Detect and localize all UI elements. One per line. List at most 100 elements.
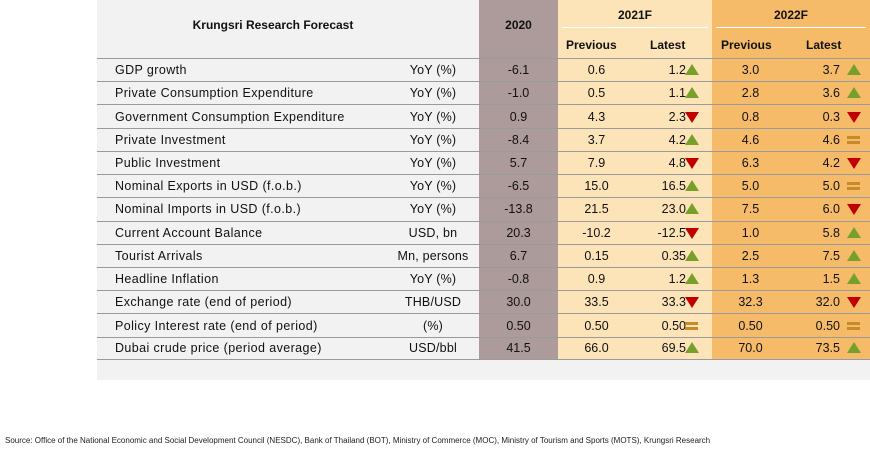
value-2021-previous: 0.15 (558, 244, 635, 267)
value-2022-latest: 0.50 (789, 314, 870, 337)
row-label: Exchange rate (end of period) (97, 291, 387, 314)
table-row: Public Investment YoY (%) 5.7 7.9 4.8 6.3 4.2 (97, 150, 870, 175)
value-2021-latest: 16.5 (635, 175, 712, 198)
column-header-2021f: 2021F Previous Latest (558, 0, 712, 58)
value-2022-previous: 0.8 (712, 105, 789, 128)
subheader-2021-latest: Latest (650, 38, 686, 52)
value-2022-previous: 2.5 (712, 244, 789, 267)
up-arrow-icon (847, 342, 861, 354)
header-divider (716, 27, 866, 28)
row-unit: THB/USD (387, 291, 479, 314)
value-2022-previous: 6.3 (712, 151, 789, 175)
table-row: Nominal Exports in USD (f.o.b.) YoY (%) -6… (97, 174, 870, 198)
value-2021-latest: 2.3 (635, 105, 712, 128)
value-2021-previous: 0.5 (558, 82, 635, 105)
row-label: Policy Interest rate (end of period) (97, 314, 387, 337)
value-2021-previous: 4.3 (558, 105, 635, 128)
table-row: Government Consumption Expenditure YoY (%… (97, 104, 870, 128)
value-2021-previous: 7.9 (558, 151, 635, 175)
up-arrow-icon (685, 180, 699, 192)
value-2021-latest: 4.8 (635, 151, 712, 175)
subheader-2022-latest: Latest (806, 38, 842, 52)
down-arrow-icon (847, 111, 861, 123)
down-arrow-icon (847, 157, 861, 169)
equal-icon (847, 134, 861, 146)
year-label-2021f: 2021F (617, 8, 653, 22)
row-unit: USD/bbl (387, 337, 479, 359)
value-2022-previous: 5.0 (712, 175, 789, 198)
row-label: Headline Inflation (97, 267, 387, 291)
up-arrow-icon (685, 87, 699, 99)
column-header-2020: 2020 (479, 0, 558, 58)
equal-icon (685, 320, 699, 332)
table-row: Private Consumption Expenditure YoY (%) -1… (97, 81, 870, 105)
row-unit: YoY (%) (387, 267, 479, 291)
value-2022-previous: 70.0 (712, 337, 789, 359)
value-2020: 0.9 (479, 105, 558, 128)
table-header: Krungsri Research Forecast 2020 2021F Pr… (97, 0, 870, 58)
up-arrow-icon (847, 87, 861, 99)
value-2022-previous: 0.50 (712, 314, 789, 337)
row-unit: YoY (%) (387, 82, 479, 105)
value-2022-previous: 1.3 (712, 267, 789, 291)
subheader-2022-previous: Previous (721, 38, 772, 52)
value-2022-previous: 3.0 (712, 59, 789, 82)
value-2020: 0.50 (479, 314, 558, 337)
row-unit: USD, bn (387, 221, 479, 244)
value-2021-latest: 0.50 (635, 314, 712, 337)
value-2021-previous: 21.5 (558, 198, 635, 221)
up-arrow-icon (847, 64, 861, 76)
down-arrow-icon (685, 227, 699, 239)
down-arrow-icon (685, 296, 699, 309)
value-2020: 20.3 (479, 221, 558, 244)
row-unit: YoY (%) (387, 175, 479, 198)
row-label: Government Consumption Expenditure (97, 105, 387, 128)
value-2021-previous: 0.9 (558, 267, 635, 291)
row-label: Nominal Imports in USD (f.o.b.) (97, 198, 387, 221)
value-2021-latest: 69.5 (635, 337, 712, 359)
value-2022-latest: 5.0 (789, 175, 870, 198)
value-2022-previous: 4.6 (712, 128, 789, 151)
up-arrow-icon (685, 203, 699, 215)
row-unit: Mn, persons (387, 244, 479, 267)
equal-icon (847, 180, 861, 192)
table-row: Current Account Balance USD, bn 20.3 -10.2-… (97, 220, 870, 244)
row-label: Nominal Exports in USD (f.o.b.) (97, 175, 387, 198)
value-2021-previous: 0.50 (558, 314, 635, 337)
value-2021-latest: 1.2 (635, 267, 712, 291)
table-row: Exchange rate (end of period) THB/USD 30.0… (97, 290, 870, 314)
row-label: GDP growth (97, 59, 387, 82)
row-unit: (%) (387, 314, 479, 337)
value-2020: -0.8 (479, 267, 558, 291)
value-2021-latest: -12.5 (635, 221, 712, 244)
value-2022-previous: 1.0 (712, 221, 789, 244)
value-2022-previous: 7.5 (712, 198, 789, 221)
table-footer-band (97, 360, 870, 380)
value-2021-latest: 1.2 (635, 59, 712, 82)
value-2021-latest: 33.3 (635, 291, 712, 314)
column-header-2022f: 2022F Previous Latest (712, 0, 870, 58)
down-arrow-icon (685, 157, 699, 169)
up-arrow-icon (847, 226, 861, 239)
value-2020: -1.0 (479, 82, 558, 105)
value-2021-previous: 3.7 (558, 128, 635, 151)
value-2022-previous: 2.8 (712, 82, 789, 105)
table-row: Policy Interest rate (end of period) (%) 0… (97, 313, 870, 337)
table-row: Headline Inflation YoY (%) -0.8 0.9 1.2 1.3 1.… (97, 266, 870, 291)
up-arrow-icon (685, 342, 699, 354)
row-label: Tourist Arrivals (97, 244, 387, 267)
value-2021-previous: 15.0 (558, 175, 635, 198)
value-2022-latest: 4.6 (789, 128, 870, 151)
row-unit: YoY (%) (387, 128, 479, 151)
value-2021-latest: 1.1 (635, 82, 712, 105)
value-2021-latest: 4.2 (635, 128, 712, 151)
value-2021-latest: 0.35 (635, 244, 712, 267)
up-arrow-icon (685, 273, 699, 285)
header-divider (562, 27, 708, 28)
row-unit: YoY (%) (387, 151, 479, 175)
table-row: Tourist Arrivals Mn, persons 6.7 0.15 0.35 2.… (97, 243, 870, 267)
row-label: Current Account Balance (97, 221, 387, 244)
row-label: Private Consumption Expenditure (97, 82, 387, 105)
row-unit: YoY (%) (387, 105, 479, 128)
up-arrow-icon (847, 273, 861, 285)
